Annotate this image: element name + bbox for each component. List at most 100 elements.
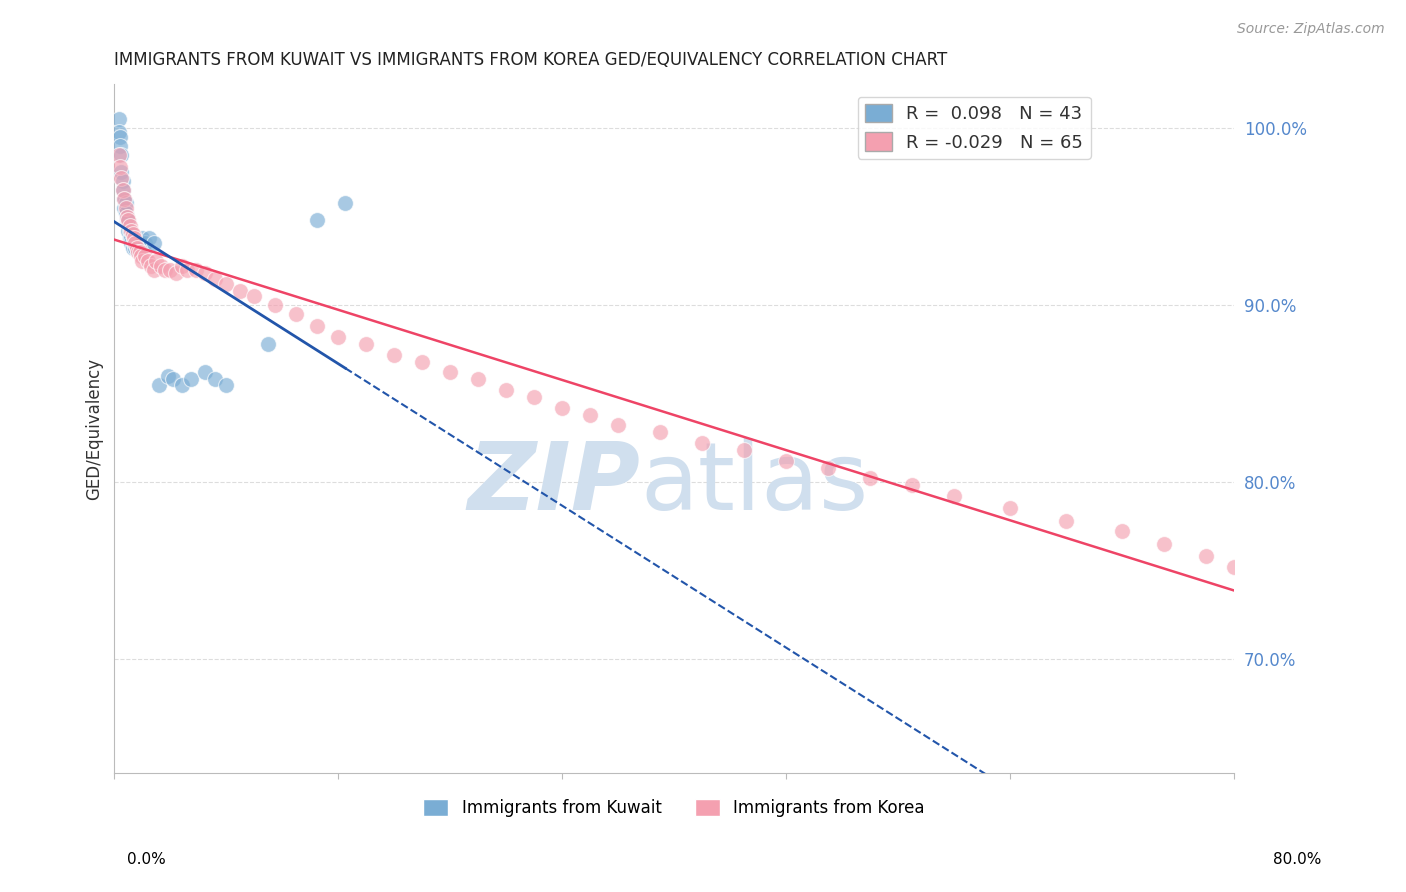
Point xyxy=(108,139,131,153)
Point xyxy=(153,262,176,277)
Point xyxy=(1111,524,1133,539)
Point xyxy=(495,383,517,397)
Point xyxy=(307,213,329,227)
Point xyxy=(115,210,138,224)
Point xyxy=(901,478,924,492)
Point xyxy=(131,253,153,268)
Point xyxy=(382,347,405,361)
Point xyxy=(111,174,134,188)
Point xyxy=(148,377,170,392)
Point xyxy=(142,262,165,277)
Point xyxy=(159,262,181,277)
Point xyxy=(733,442,755,457)
Point xyxy=(607,418,630,433)
Point xyxy=(817,460,839,475)
Point xyxy=(114,201,136,215)
Point xyxy=(108,160,131,174)
Point xyxy=(117,213,139,227)
Y-axis label: GED/Equivalency: GED/Equivalency xyxy=(86,358,103,500)
Point xyxy=(215,377,238,392)
Point xyxy=(114,195,136,210)
Point xyxy=(114,206,136,220)
Point xyxy=(285,307,308,321)
Text: atlas: atlas xyxy=(641,438,869,530)
Point xyxy=(134,249,156,263)
Point xyxy=(356,337,378,351)
Point xyxy=(943,489,966,503)
Point xyxy=(204,372,226,386)
Point xyxy=(120,231,142,245)
Point xyxy=(1237,572,1260,586)
Point xyxy=(125,242,148,256)
Point xyxy=(115,213,138,227)
Point xyxy=(112,192,135,206)
Point xyxy=(124,236,146,251)
Text: ZIP: ZIP xyxy=(468,438,641,530)
Point xyxy=(127,236,149,251)
Point xyxy=(107,125,129,139)
Point xyxy=(180,372,202,386)
Point xyxy=(1153,536,1175,550)
Point xyxy=(121,227,143,242)
Point xyxy=(156,368,179,383)
Point xyxy=(134,236,156,251)
Point xyxy=(129,249,152,263)
Point xyxy=(124,236,146,251)
Point xyxy=(110,148,132,162)
Point xyxy=(128,245,150,260)
Point xyxy=(170,259,193,273)
Point xyxy=(149,259,172,273)
Point xyxy=(111,183,134,197)
Point xyxy=(124,242,146,256)
Point xyxy=(131,231,153,245)
Point xyxy=(859,471,882,485)
Text: Source: ZipAtlas.com: Source: ZipAtlas.com xyxy=(1237,22,1385,37)
Point xyxy=(121,242,143,256)
Point xyxy=(142,236,165,251)
Text: IMMIGRANTS FROM KUWAIT VS IMMIGRANTS FROM KOREA GED/EQUIVALENCY CORRELATION CHAR: IMMIGRANTS FROM KUWAIT VS IMMIGRANTS FRO… xyxy=(114,51,948,69)
Point xyxy=(107,112,129,127)
Point xyxy=(170,377,193,392)
Point xyxy=(139,259,162,273)
Point xyxy=(243,289,266,303)
Point xyxy=(117,224,139,238)
Point xyxy=(184,262,207,277)
Point xyxy=(551,401,574,415)
Point xyxy=(112,192,135,206)
Point xyxy=(998,501,1021,516)
Point xyxy=(107,148,129,162)
Point xyxy=(110,165,132,179)
Point xyxy=(122,236,145,251)
Point xyxy=(194,365,217,379)
Legend: Immigrants from Kuwait, Immigrants from Korea: Immigrants from Kuwait, Immigrants from … xyxy=(416,792,932,823)
Point xyxy=(125,236,148,251)
Point xyxy=(328,330,350,344)
Point xyxy=(110,170,132,185)
Point xyxy=(204,271,226,285)
Point xyxy=(215,277,238,291)
Point xyxy=(579,408,602,422)
Point xyxy=(176,262,198,277)
Point xyxy=(117,213,139,227)
Point xyxy=(307,319,329,334)
Point xyxy=(467,372,489,386)
Point xyxy=(138,231,160,245)
Point xyxy=(118,219,141,233)
Point xyxy=(194,266,217,280)
Point xyxy=(335,195,357,210)
Point xyxy=(162,372,184,386)
Point xyxy=(411,354,433,368)
Point xyxy=(1223,559,1246,574)
Point xyxy=(439,365,461,379)
Point xyxy=(122,231,145,245)
Point xyxy=(257,337,280,351)
Point xyxy=(111,183,134,197)
Point xyxy=(112,201,135,215)
Point xyxy=(1251,584,1274,599)
Point xyxy=(1054,514,1077,528)
Point xyxy=(118,231,141,245)
Point xyxy=(128,236,150,251)
Point xyxy=(264,298,287,312)
Point xyxy=(690,436,713,450)
Point xyxy=(1195,549,1218,563)
